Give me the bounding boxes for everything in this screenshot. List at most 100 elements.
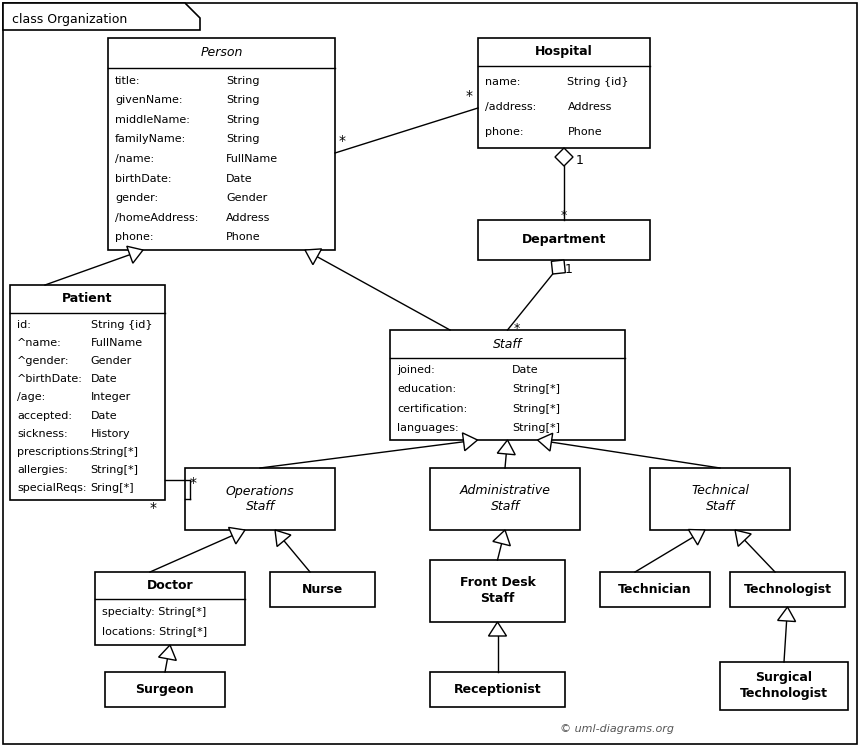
Text: education:: education: — [397, 385, 456, 394]
Text: specialty: String[*]: specialty: String[*] — [102, 607, 206, 617]
Polygon shape — [555, 148, 573, 166]
Text: String[*]: String[*] — [90, 465, 138, 475]
Polygon shape — [777, 607, 796, 622]
Polygon shape — [488, 622, 507, 636]
Polygon shape — [497, 440, 515, 455]
Text: String[*]: String[*] — [513, 385, 560, 394]
Text: 1: 1 — [565, 262, 573, 276]
Text: Doctor: Doctor — [147, 579, 194, 592]
Text: Date: Date — [90, 374, 117, 384]
Text: Gender: Gender — [90, 356, 132, 366]
Text: id:: id: — [17, 320, 31, 330]
Text: Surgical
Technologist: Surgical Technologist — [740, 672, 828, 701]
Text: *: * — [561, 208, 567, 222]
Polygon shape — [126, 247, 143, 263]
Bar — [270, 572, 375, 607]
Text: String: String — [226, 75, 260, 86]
Text: accepted:: accepted: — [17, 411, 72, 421]
Text: /address:: /address: — [485, 102, 537, 112]
Bar — [108, 38, 335, 250]
Text: /name:: /name: — [115, 154, 154, 164]
Bar — [650, 468, 790, 530]
Text: Address: Address — [226, 213, 270, 223]
Text: Department: Department — [522, 234, 606, 247]
Text: Technical
Staff: Technical Staff — [691, 485, 749, 513]
Text: FullName: FullName — [226, 154, 278, 164]
Text: /age:: /age: — [17, 392, 46, 403]
Polygon shape — [551, 260, 565, 274]
Text: © uml-diagrams.org: © uml-diagrams.org — [560, 724, 674, 734]
Text: class Organization: class Organization — [12, 13, 127, 25]
Bar — [730, 572, 845, 607]
Bar — [105, 672, 225, 707]
Text: sickness:: sickness: — [17, 429, 68, 438]
Text: Staff: Staff — [493, 338, 522, 350]
Text: joined:: joined: — [397, 365, 435, 376]
Text: Integer: Integer — [90, 392, 131, 403]
Text: *: * — [150, 501, 157, 515]
Text: gender:: gender: — [115, 193, 158, 203]
Polygon shape — [493, 530, 510, 546]
Text: Sring[*]: Sring[*] — [90, 483, 134, 493]
Text: Date: Date — [90, 411, 117, 421]
Text: ^name:: ^name: — [17, 338, 62, 348]
Text: allergies:: allergies: — [17, 465, 68, 475]
Polygon shape — [158, 645, 176, 660]
Polygon shape — [275, 530, 291, 547]
Bar — [185, 468, 335, 530]
Text: *: * — [190, 476, 197, 490]
Text: History: History — [90, 429, 130, 438]
Bar — [430, 560, 565, 622]
Text: String {id}: String {id} — [90, 320, 152, 330]
Text: languages:: languages: — [397, 423, 458, 433]
Bar — [720, 662, 848, 710]
Bar — [430, 468, 580, 530]
Bar — [390, 330, 625, 440]
Polygon shape — [3, 3, 200, 30]
Text: *: * — [466, 89, 473, 103]
Text: ^birthDate:: ^birthDate: — [17, 374, 83, 384]
Text: phone:: phone: — [485, 127, 524, 137]
Text: Phone: Phone — [568, 127, 602, 137]
Polygon shape — [463, 433, 477, 450]
Text: Front Desk
Staff: Front Desk Staff — [459, 577, 536, 606]
Text: middleName:: middleName: — [115, 115, 190, 125]
Text: ^gender:: ^gender: — [17, 356, 70, 366]
Text: givenName:: givenName: — [115, 96, 182, 105]
Text: title:: title: — [115, 75, 140, 86]
Text: certification:: certification: — [397, 403, 467, 414]
Text: Receptionist: Receptionist — [454, 683, 541, 696]
Text: String[*]: String[*] — [90, 447, 138, 457]
Bar — [478, 220, 650, 260]
Text: String[*]: String[*] — [513, 403, 560, 414]
Text: Operations
Staff: Operations Staff — [225, 485, 294, 513]
Text: Patient: Patient — [62, 293, 113, 306]
Text: phone:: phone: — [115, 232, 153, 242]
Text: Surgeon: Surgeon — [136, 683, 194, 696]
Polygon shape — [229, 527, 245, 544]
Text: Technician: Technician — [618, 583, 691, 596]
Text: Administrative
Staff: Administrative Staff — [459, 485, 550, 513]
Text: String {id}: String {id} — [568, 77, 629, 87]
Text: String[*]: String[*] — [513, 423, 560, 433]
Bar — [95, 572, 245, 645]
Text: /homeAddress:: /homeAddress: — [115, 213, 199, 223]
Bar — [430, 672, 565, 707]
Text: String: String — [226, 96, 260, 105]
Bar — [600, 572, 710, 607]
Text: locations: String[*]: locations: String[*] — [102, 627, 207, 637]
Text: Gender: Gender — [226, 193, 267, 203]
Text: specialReqs:: specialReqs: — [17, 483, 87, 493]
Text: birthDate:: birthDate: — [115, 173, 171, 184]
Text: FullName: FullName — [90, 338, 143, 348]
Text: Nurse: Nurse — [302, 583, 343, 596]
Polygon shape — [305, 249, 322, 264]
Text: *: * — [339, 134, 346, 148]
Polygon shape — [688, 530, 705, 545]
Bar — [478, 38, 650, 148]
Text: name:: name: — [485, 77, 520, 87]
Text: Phone: Phone — [226, 232, 261, 242]
Text: Technologist: Technologist — [744, 583, 832, 596]
Bar — [10, 285, 165, 500]
Text: Hospital: Hospital — [535, 46, 593, 58]
